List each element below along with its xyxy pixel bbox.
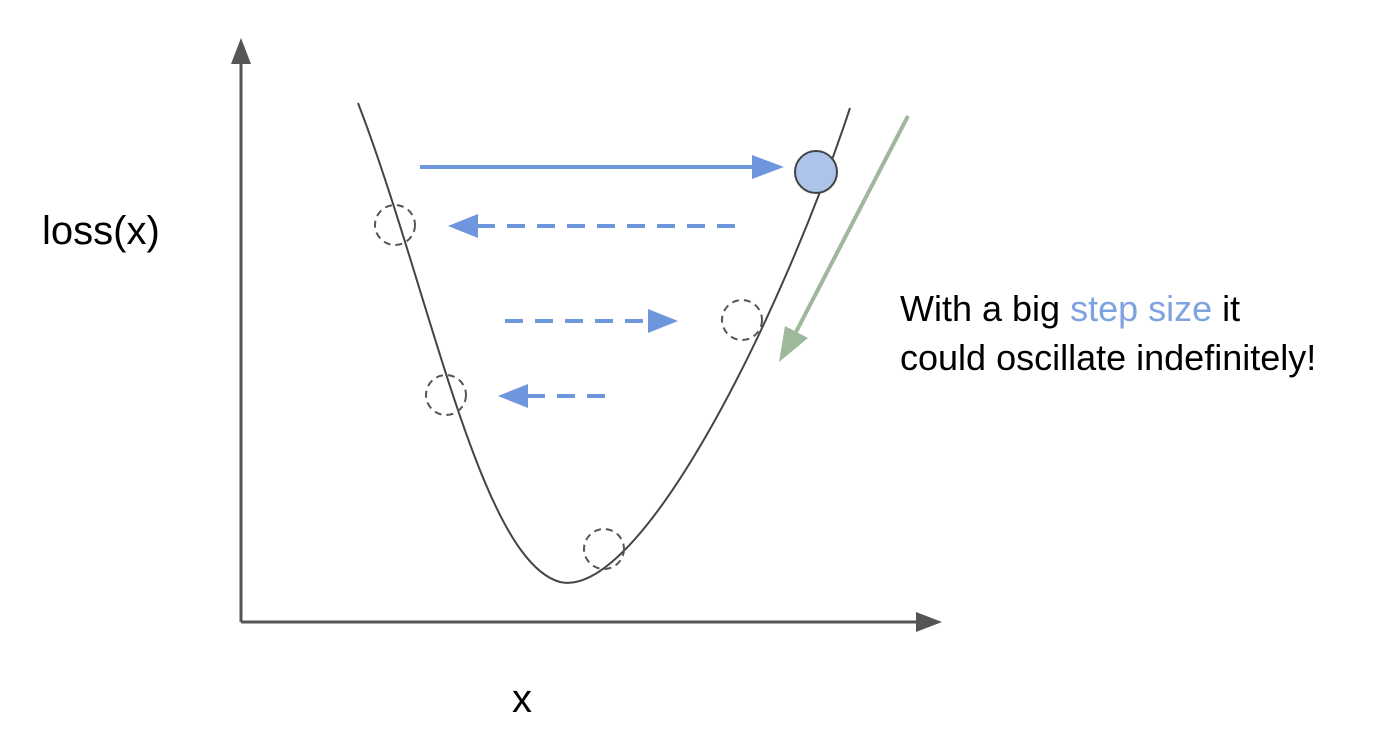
x-axis-arrowhead: [916, 612, 942, 632]
current-point-icon: [794, 150, 838, 194]
descent-arrow-shaft: [794, 115, 910, 333]
descent-arrow: [779, 115, 910, 362]
dashed-circle-icon: [425, 374, 467, 416]
step-arrow-2-head: [448, 214, 478, 238]
dashed-circle-icon: [583, 528, 625, 570]
y-axis-label: loss(x): [42, 209, 160, 253]
dashed-circle-icon: [721, 299, 763, 341]
step-size-highlight: step size: [1070, 288, 1212, 329]
descent-arrow-head: [779, 326, 808, 362]
annotation-text-after: it: [1212, 288, 1240, 329]
step-arrows: [420, 155, 784, 408]
step-arrow-4-head: [498, 384, 528, 408]
annotation-line-1: With a big step size it: [900, 288, 1240, 329]
axes: [231, 38, 942, 632]
step-arrow-3-head: [648, 309, 678, 333]
dashed-circle-icon: [374, 204, 416, 246]
step-arrow-1-head: [752, 155, 784, 179]
loss-curve: [357, 102, 851, 584]
y-axis-arrowhead: [231, 38, 251, 64]
annotation-line-2: could oscillate indefinitely!: [900, 337, 1316, 378]
previous-positions: [374, 204, 763, 570]
x-axis-label: x: [512, 677, 532, 721]
annotation-text-before: With a big: [900, 288, 1070, 329]
